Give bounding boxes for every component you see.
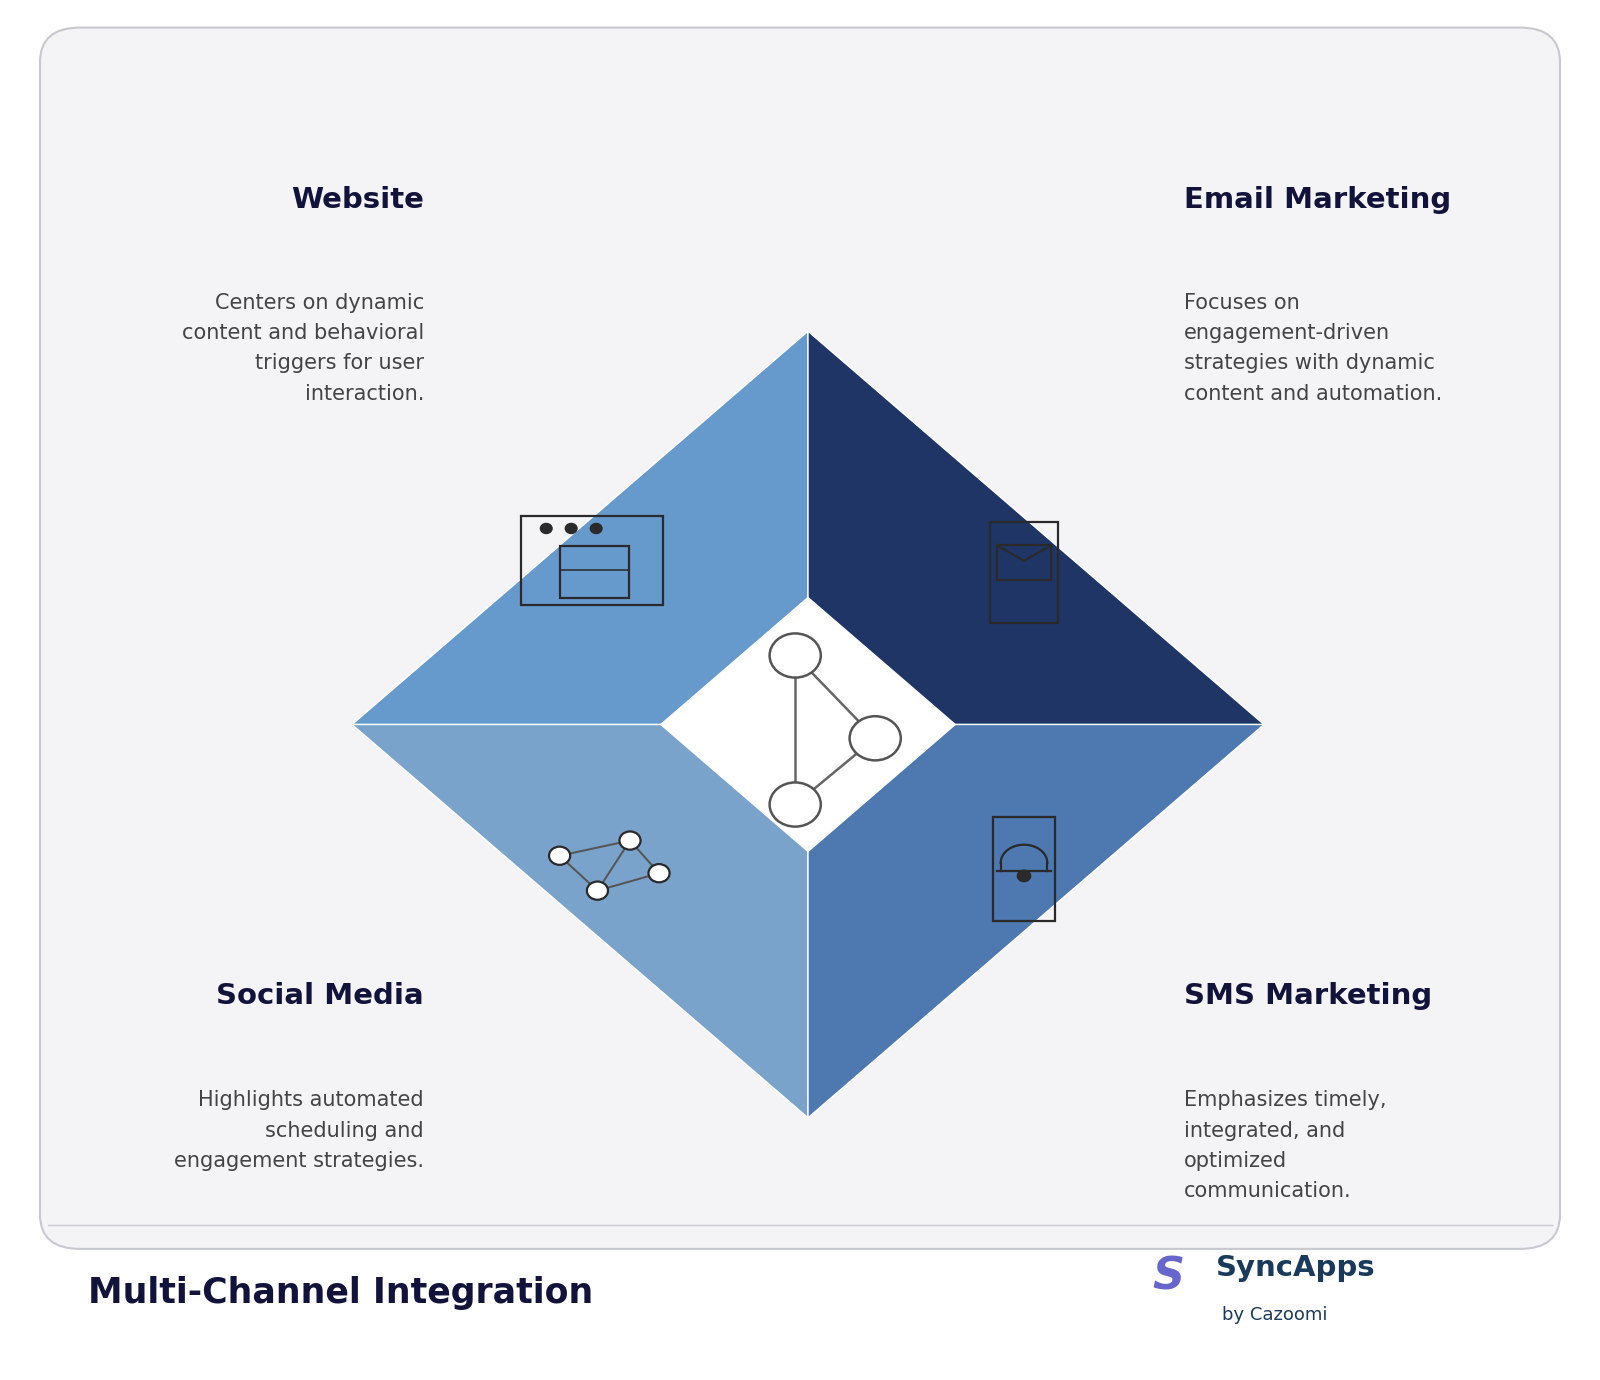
Circle shape bbox=[541, 523, 552, 534]
Polygon shape bbox=[808, 331, 1264, 724]
Circle shape bbox=[619, 831, 640, 850]
Bar bbox=[560, 546, 629, 598]
Text: SyncApps: SyncApps bbox=[1216, 1254, 1376, 1282]
Text: SMS Marketing: SMS Marketing bbox=[1184, 983, 1432, 1010]
Circle shape bbox=[587, 882, 608, 900]
Text: S: S bbox=[1152, 1254, 1184, 1299]
Bar bbox=[990, 523, 1058, 622]
Text: Focuses on
engagement-driven
strategies with dynamic
content and automation.: Focuses on engagement-driven strategies … bbox=[1184, 293, 1442, 404]
FancyBboxPatch shape bbox=[40, 28, 1560, 1249]
Text: Social Media: Social Media bbox=[216, 983, 424, 1010]
Text: Multi-Channel Integration: Multi-Channel Integration bbox=[88, 1276, 594, 1310]
Circle shape bbox=[549, 846, 570, 865]
Polygon shape bbox=[808, 724, 1264, 1118]
Text: Email Marketing: Email Marketing bbox=[1184, 186, 1451, 214]
Polygon shape bbox=[352, 331, 808, 724]
Circle shape bbox=[648, 864, 669, 882]
Bar bbox=[522, 516, 662, 606]
Circle shape bbox=[590, 523, 602, 534]
Circle shape bbox=[770, 782, 821, 827]
Bar bbox=[997, 545, 1051, 580]
Circle shape bbox=[565, 523, 578, 534]
Text: Website: Website bbox=[291, 186, 424, 214]
Polygon shape bbox=[352, 724, 808, 1118]
Circle shape bbox=[770, 633, 821, 678]
Text: Emphasizes timely,
integrated, and
optimized
communication.: Emphasizes timely, integrated, and optim… bbox=[1184, 1090, 1387, 1202]
Bar bbox=[992, 817, 1056, 922]
Polygon shape bbox=[661, 598, 955, 851]
Text: by Cazoomi: by Cazoomi bbox=[1222, 1305, 1328, 1325]
Circle shape bbox=[1018, 871, 1030, 882]
Text: Centers on dynamic
content and behavioral
triggers for user
interaction.: Centers on dynamic content and behaviora… bbox=[182, 293, 424, 404]
Circle shape bbox=[850, 716, 901, 760]
Text: Highlights automated
scheduling and
engagement strategies.: Highlights automated scheduling and enga… bbox=[174, 1090, 424, 1172]
